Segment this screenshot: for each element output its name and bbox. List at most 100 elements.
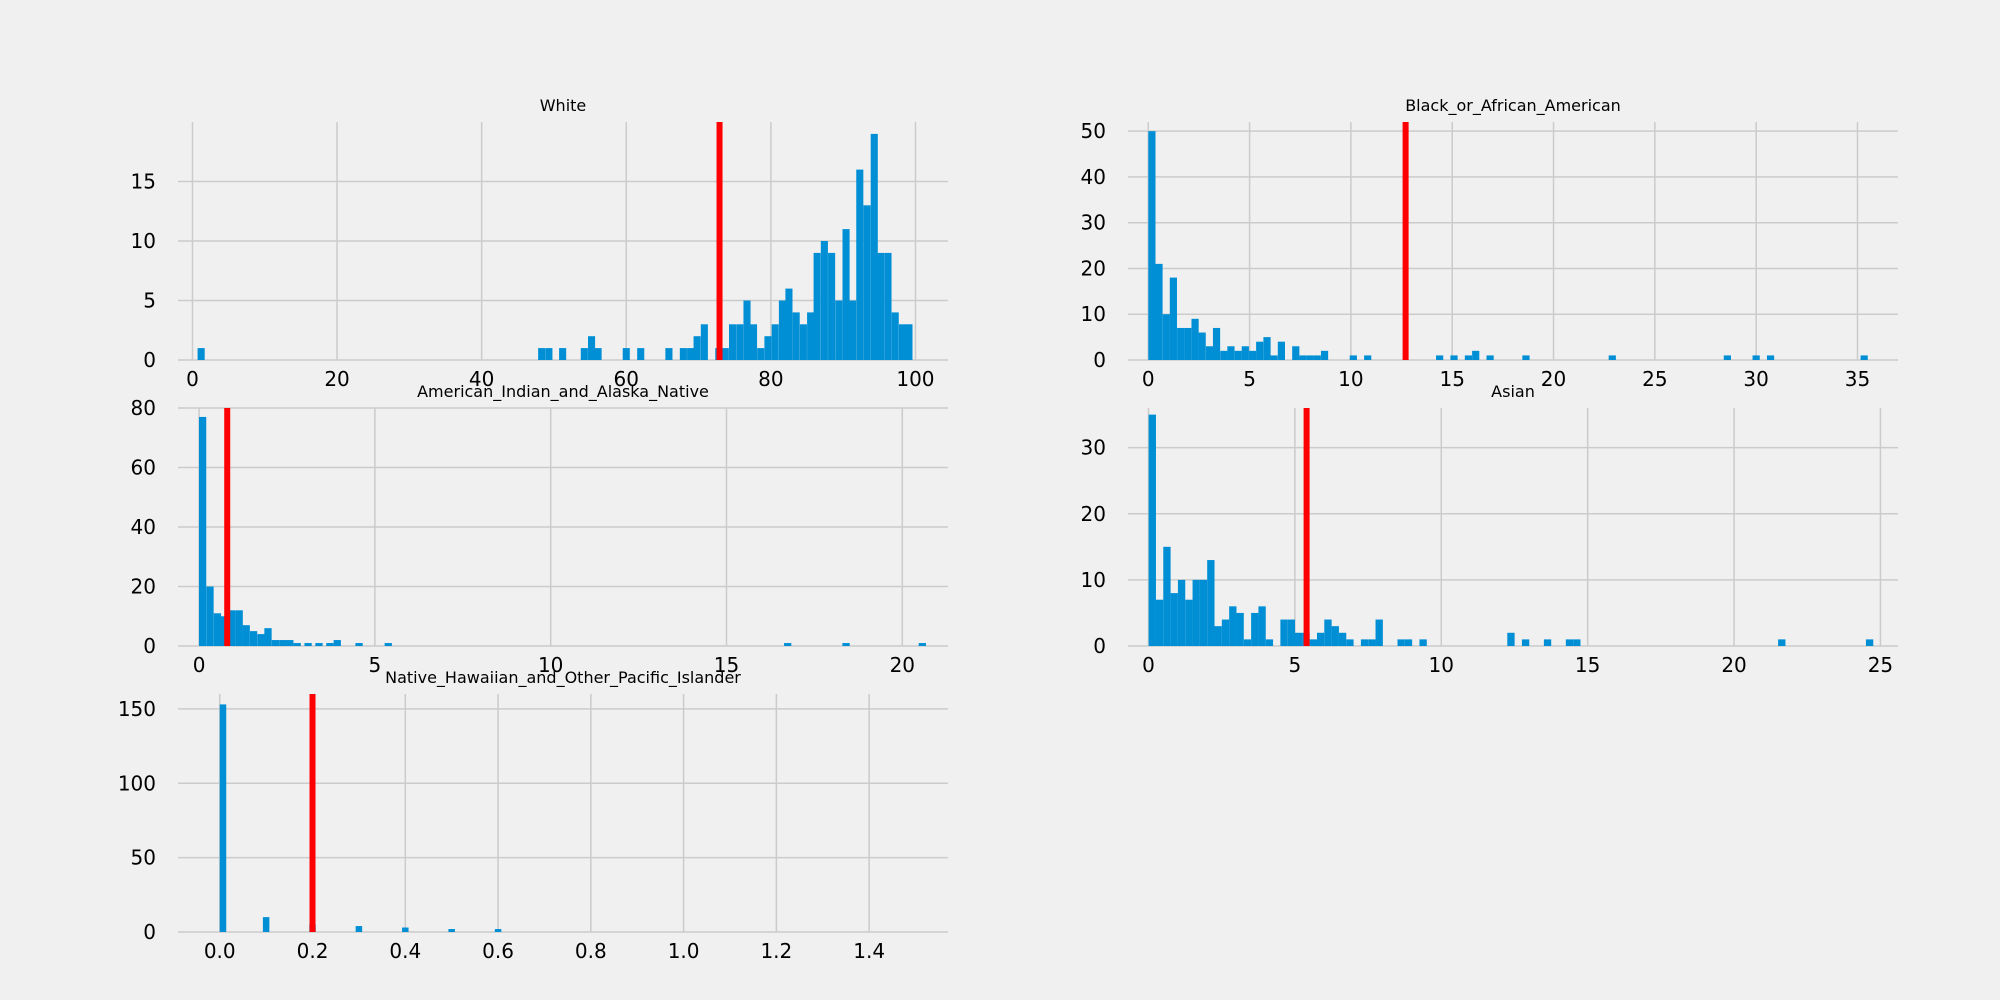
histogram-bar (1507, 632, 1515, 646)
histogram-bar (884, 252, 892, 360)
histogram-bar (1185, 599, 1193, 646)
histogram-bar (1608, 355, 1616, 360)
x-tick-label: 5 (1243, 367, 1256, 391)
histogram-bar (828, 252, 836, 360)
y-tick-label: 10 (1081, 302, 1106, 326)
histogram-bar (891, 312, 899, 360)
x-tick-label: 1.2 (760, 939, 792, 963)
histogram-bar (1221, 619, 1230, 646)
x-tick-label: 0 (1142, 653, 1155, 677)
histogram-bar (264, 628, 272, 646)
histogram-bar (679, 348, 687, 360)
histogram-bar (784, 643, 792, 646)
y-tick-label: 100 (118, 771, 156, 795)
y-tick-label: 150 (118, 697, 156, 721)
x-tick-label: 35 (1845, 367, 1870, 391)
x-tick-label: 0.4 (389, 939, 421, 963)
histogram-bar (1472, 350, 1480, 360)
histogram-bar (315, 643, 323, 646)
x-tick-label: 0 (1142, 367, 1155, 391)
histogram-bar (1155, 263, 1163, 360)
histogram-bar (807, 312, 815, 360)
y-tick-label: 10 (1081, 568, 1106, 592)
x-tick-label: 30 (1743, 367, 1768, 391)
x-tick-label: 20 (324, 367, 349, 391)
histogram-bar (1368, 639, 1376, 646)
x-tick-label: 10 (1429, 653, 1454, 677)
y-tick-label: 0 (143, 348, 156, 372)
histogram-bar (1404, 639, 1413, 646)
histogram-bar (1573, 639, 1581, 646)
histogram-bar (293, 643, 301, 646)
y-tick-label: 20 (1081, 256, 1106, 280)
histogram-bar (235, 610, 243, 646)
x-tick-label: 0.6 (482, 939, 514, 963)
histogram-bar (1565, 639, 1574, 646)
x-tick-label: 5 (1289, 653, 1302, 677)
y-tick-label: 0 (1093, 634, 1106, 658)
histogram-bar (1199, 579, 1208, 646)
y-tick-label: 0 (1093, 348, 1106, 372)
histogram-bar (257, 634, 265, 646)
histogram-bar (1313, 355, 1321, 360)
histogram-bar (1205, 346, 1214, 360)
histogram-bar (1270, 355, 1278, 360)
histogram-bar (588, 336, 596, 360)
histogram-bar (1419, 639, 1427, 646)
histogram-bar (799, 324, 807, 360)
histogram-bar (757, 348, 765, 360)
histogram-bar (813, 252, 821, 360)
histogram-bar (729, 324, 737, 360)
histogram-bar (622, 348, 630, 360)
histogram-bar (1486, 355, 1494, 360)
histogram-bar (1723, 355, 1731, 360)
histogram-bar (1214, 626, 1222, 646)
histogram-bar (665, 348, 673, 360)
histogram-bar (402, 927, 409, 932)
y-tick-label: 60 (131, 456, 156, 480)
histogram-bar (545, 348, 553, 360)
histogram-bar (687, 348, 695, 360)
x-tick-label: 20 (890, 653, 915, 677)
subplot-2: American_Indian_and_Alaska_Native 0 5 10 15 2… (131, 382, 948, 677)
subplot-4: Native_Hawaiian_and_Other_Pacific_Island… (118, 668, 948, 963)
x-tick-label: 0.2 (297, 939, 329, 963)
histogram-bar (333, 640, 341, 646)
histogram-bar (1464, 355, 1473, 360)
histogram-bar (1280, 619, 1288, 646)
histogram-bar (1306, 355, 1314, 360)
histogram-bar (835, 300, 843, 360)
histogram-bar (1766, 355, 1775, 360)
x-tick-label: 0 (186, 367, 199, 391)
histogram-bar (637, 348, 645, 360)
x-tick-label: 10 (1338, 367, 1363, 391)
histogram-bar (1163, 546, 1171, 646)
x-tick-label: 1.4 (853, 939, 885, 963)
histogram-bar (700, 324, 708, 360)
y-tick-label: 30 (1081, 436, 1106, 460)
histogram-bar (1243, 639, 1252, 646)
y-tick-label: 15 (131, 170, 156, 194)
histogram-bar (1778, 639, 1786, 646)
x-tick-label: 20 (1541, 367, 1566, 391)
histogram-bar (1292, 346, 1300, 360)
histogram-bar (1360, 639, 1369, 646)
histogram-bar (538, 348, 546, 360)
histogram-bar (1148, 414, 1156, 646)
histogram-bar (842, 229, 850, 360)
histogram-bar (918, 643, 926, 646)
histogram-bar (1338, 632, 1347, 646)
histogram-bar (898, 324, 906, 360)
histogram-bar (1229, 606, 1237, 646)
y-tick-label: 10 (131, 229, 156, 253)
histogram-bar (764, 336, 772, 360)
histogram-bar (242, 625, 250, 646)
y-tick-label: 0 (143, 920, 156, 944)
histogram-bar (1364, 355, 1372, 360)
histogram-bar (559, 348, 567, 360)
histogram-bar (1191, 318, 1199, 360)
histogram-bar (355, 643, 363, 646)
histogram-bar (1752, 355, 1760, 360)
histogram-bar (863, 205, 871, 360)
